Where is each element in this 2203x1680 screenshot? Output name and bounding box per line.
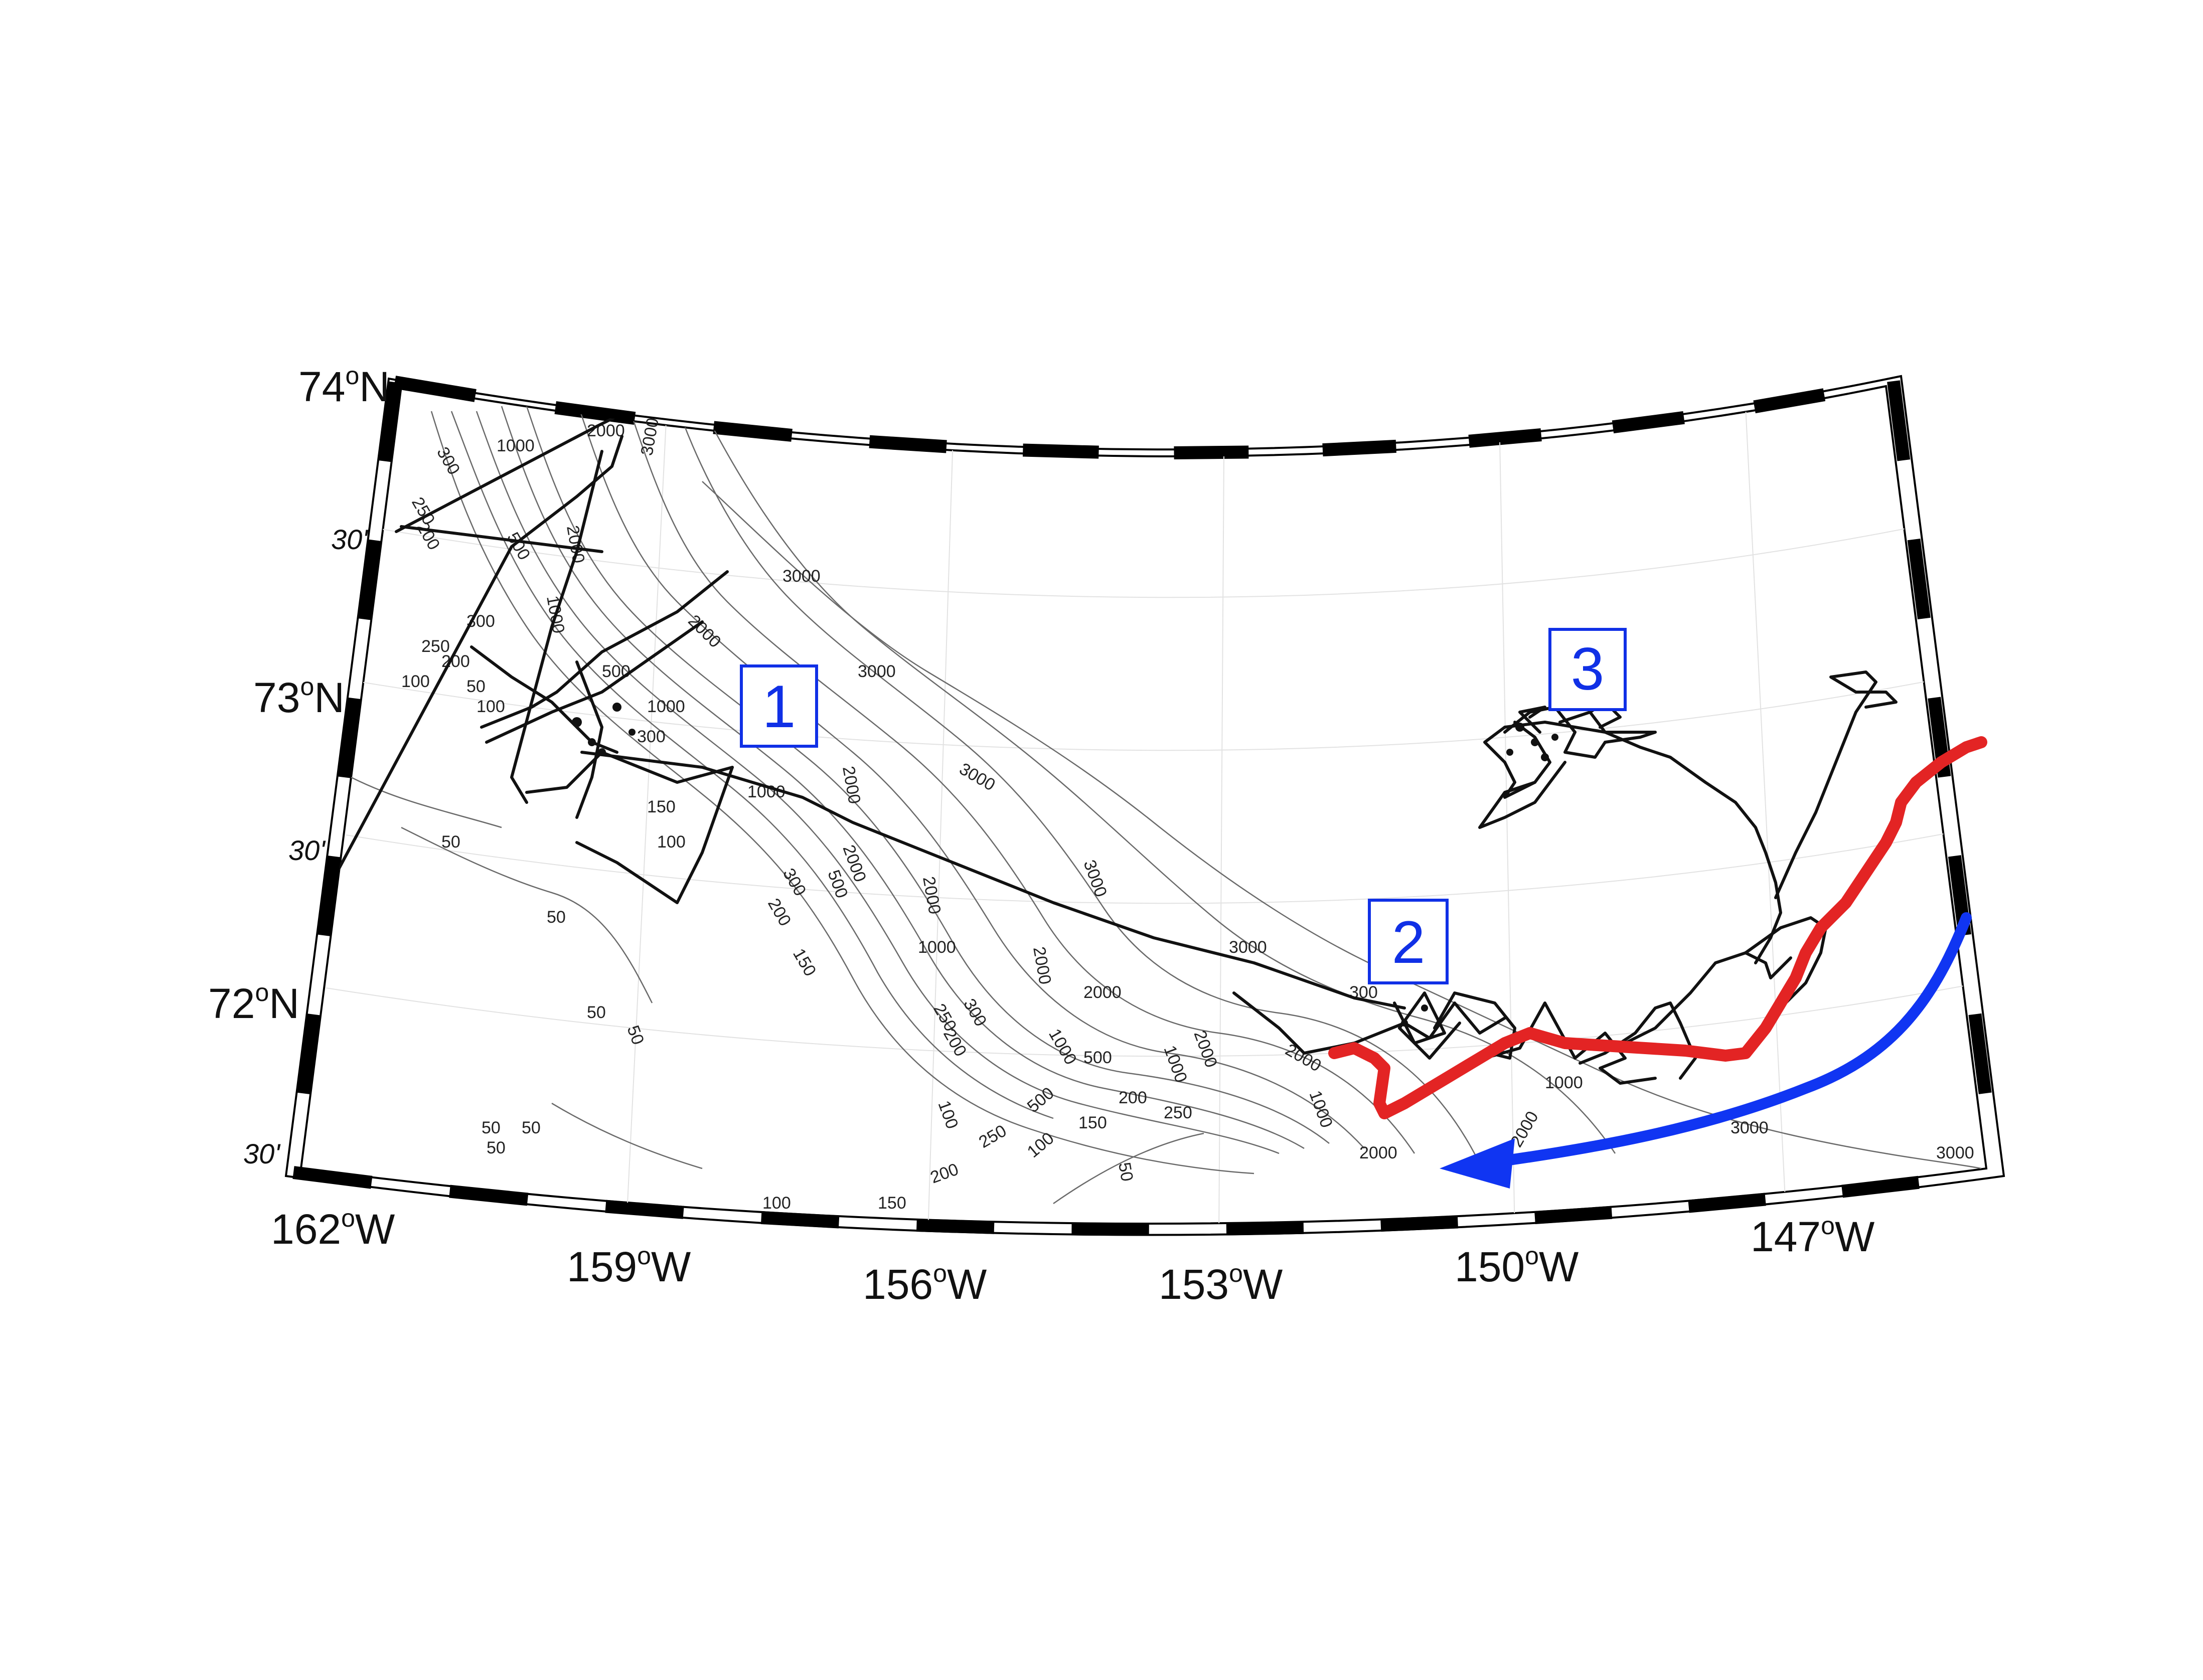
contour-label: 50 <box>1115 1161 1137 1183</box>
frame-segment <box>916 1219 995 1234</box>
longitude-labels: 162oW 159oW 156oW 153oW 150oW 147oW <box>271 1204 1874 1308</box>
frame-segment <box>1174 445 1249 459</box>
frame-segment <box>869 435 947 453</box>
contour-label: 250 <box>1164 1103 1192 1122</box>
region-label-2: 2 <box>1368 899 1449 984</box>
frame-segment <box>1612 411 1685 434</box>
contour-label: 3000 <box>858 662 896 681</box>
frame-graticule-ticks <box>292 376 1992 1236</box>
frame-segment <box>1841 1175 1920 1198</box>
frame-segment <box>713 421 793 442</box>
lon-label-159: 159oW <box>567 1242 691 1290</box>
contour-label: 100 <box>477 697 505 716</box>
station-clusters <box>572 703 1558 1027</box>
frame-segment <box>1380 1215 1458 1232</box>
region-label-1: 1 <box>740 664 818 748</box>
lon-label-156: 156oW <box>863 1259 987 1308</box>
region-number: 2 <box>1392 909 1426 976</box>
frame-segment <box>358 539 381 620</box>
contour-label: 3000 <box>1730 1118 1769 1137</box>
contour-label: 500 <box>602 662 631 681</box>
contour-label: 1000 <box>918 938 956 957</box>
frame-segment <box>292 1166 373 1189</box>
contour-label: 150 <box>647 797 676 816</box>
lat-label-73: 73oN <box>253 673 345 721</box>
contour-label: 500 <box>1083 1048 1112 1067</box>
frame-segment <box>1226 1221 1304 1236</box>
contour-label: 150 <box>1078 1113 1107 1132</box>
contour-label: 200 <box>1119 1088 1147 1107</box>
contour-label: 2000 <box>1359 1143 1397 1162</box>
frame-segment <box>317 855 341 936</box>
ship-tracks <box>325 410 1898 1085</box>
frame-segment <box>760 1211 840 1229</box>
region-label-3: 3 <box>1548 628 1627 711</box>
region-number: 1 <box>762 673 796 740</box>
lon-label-162: 162oW <box>271 1204 395 1253</box>
contour-label: 2000 <box>587 421 625 440</box>
region-number: 3 <box>1571 635 1605 703</box>
frame-segment <box>1688 1193 1766 1213</box>
minute-label: 30' <box>243 1138 281 1169</box>
lon-label-153: 153oW <box>1159 1259 1283 1308</box>
frame-segment <box>297 1014 321 1095</box>
frame-segment <box>338 697 361 778</box>
contour-label: 300 <box>637 727 666 746</box>
contour-label: 50 <box>547 908 566 927</box>
contour-label: 250 <box>421 637 450 656</box>
bathymetry-contours <box>351 401 1982 1205</box>
frame-segment <box>1468 428 1542 448</box>
contour-label: 1000 <box>497 436 535 455</box>
contour-label: 3000 <box>782 567 821 586</box>
frame-segment <box>605 1200 684 1219</box>
frame-segment <box>449 1185 529 1206</box>
contour-label: 2000 <box>1083 983 1122 1002</box>
contour-label: 50 <box>466 677 486 696</box>
frame-segment <box>1022 443 1099 459</box>
contour-label: 3000 <box>1936 1143 1974 1162</box>
contour-label: 3000 <box>1229 938 1267 957</box>
frame-segment <box>1907 538 1931 620</box>
minute-label: 30' <box>288 834 326 866</box>
contour-label: 50 <box>522 1118 541 1137</box>
contour-label: 1000 <box>1545 1073 1583 1092</box>
contour-label: 50 <box>587 1003 606 1022</box>
lat-label-72: 72oN <box>208 978 299 1027</box>
frame-segment <box>554 401 636 425</box>
map-frame <box>284 375 2005 1236</box>
lon-label-147: 147oW <box>1751 1212 1874 1260</box>
contour-label: 50 <box>441 832 460 852</box>
graticule <box>326 401 1967 1224</box>
frame-segment <box>1968 1013 1992 1094</box>
highlighted-track <box>1328 736 1987 1119</box>
contour-label: 100 <box>401 672 430 691</box>
frame-segment <box>1887 380 1911 461</box>
frame-segment <box>378 381 401 462</box>
frame-segment <box>1753 388 1826 414</box>
frame-segment <box>1071 1222 1149 1236</box>
contour-label: 100 <box>762 1194 791 1213</box>
frame-segment <box>1322 439 1396 457</box>
flow-arrow <box>1440 912 1972 1189</box>
latitude-labels: 74oN 73oN 72oN 30' 30' 30' <box>208 362 390 1169</box>
contour-label: 150 <box>878 1194 906 1213</box>
lon-label-150: 150oW <box>1455 1242 1579 1290</box>
frame-segment <box>1534 1206 1613 1225</box>
contour-label: 100 <box>657 832 686 852</box>
contour-label: 1000 <box>647 697 685 716</box>
frame-segment <box>393 376 477 402</box>
lat-label-74: 74oN <box>298 362 390 410</box>
contour-label: 50 <box>487 1138 506 1157</box>
minute-label: 30' <box>331 524 369 555</box>
contour-label: 50 <box>482 1118 501 1137</box>
